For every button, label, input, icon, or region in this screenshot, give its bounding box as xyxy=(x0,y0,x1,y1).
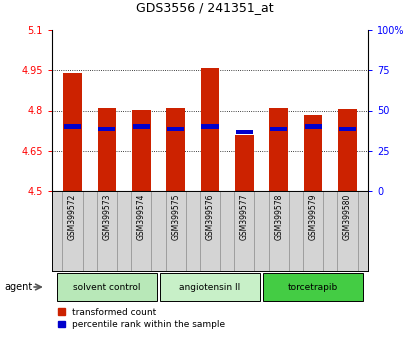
Bar xyxy=(235,130,252,134)
Text: GSM399573: GSM399573 xyxy=(102,193,111,240)
Bar xyxy=(337,109,356,191)
Bar xyxy=(268,191,288,271)
Legend: transformed count, percentile rank within the sample: transformed count, percentile rank withi… xyxy=(58,308,225,329)
Text: solvent control: solvent control xyxy=(73,282,140,291)
Text: GSM399578: GSM399578 xyxy=(274,193,283,240)
Text: GSM399579: GSM399579 xyxy=(308,193,317,240)
Bar xyxy=(63,73,82,191)
Text: GSM399575: GSM399575 xyxy=(171,193,180,240)
Bar xyxy=(62,191,83,271)
Bar xyxy=(201,125,218,129)
Bar xyxy=(234,135,253,191)
Bar xyxy=(133,125,149,129)
Text: GSM399576: GSM399576 xyxy=(205,193,214,240)
Bar xyxy=(160,273,259,301)
Bar xyxy=(57,273,156,301)
Bar xyxy=(304,125,321,129)
Text: torcetrapib: torcetrapib xyxy=(287,282,337,291)
Text: GDS3556 / 241351_at: GDS3556 / 241351_at xyxy=(136,1,273,14)
Text: angiotensin II: angiotensin II xyxy=(179,282,240,291)
Bar xyxy=(165,191,185,271)
Text: GSM399572: GSM399572 xyxy=(68,193,77,240)
Bar xyxy=(270,127,286,131)
Bar xyxy=(167,127,184,131)
Text: GSM399580: GSM399580 xyxy=(342,193,351,240)
Bar xyxy=(97,108,116,191)
Bar xyxy=(302,191,322,271)
Text: agent: agent xyxy=(4,282,32,292)
Bar xyxy=(338,127,355,131)
Bar xyxy=(337,191,357,271)
Bar xyxy=(200,68,219,191)
Bar xyxy=(131,191,151,271)
Text: GSM399574: GSM399574 xyxy=(137,193,146,240)
Bar xyxy=(269,108,288,191)
Bar xyxy=(97,191,117,271)
Bar xyxy=(234,191,254,271)
Bar xyxy=(199,191,220,271)
Bar xyxy=(132,110,151,191)
Bar xyxy=(263,273,362,301)
Text: GSM399577: GSM399577 xyxy=(239,193,248,240)
Bar xyxy=(98,127,115,131)
Bar xyxy=(166,108,184,191)
Bar xyxy=(303,115,322,191)
Bar xyxy=(64,125,81,129)
